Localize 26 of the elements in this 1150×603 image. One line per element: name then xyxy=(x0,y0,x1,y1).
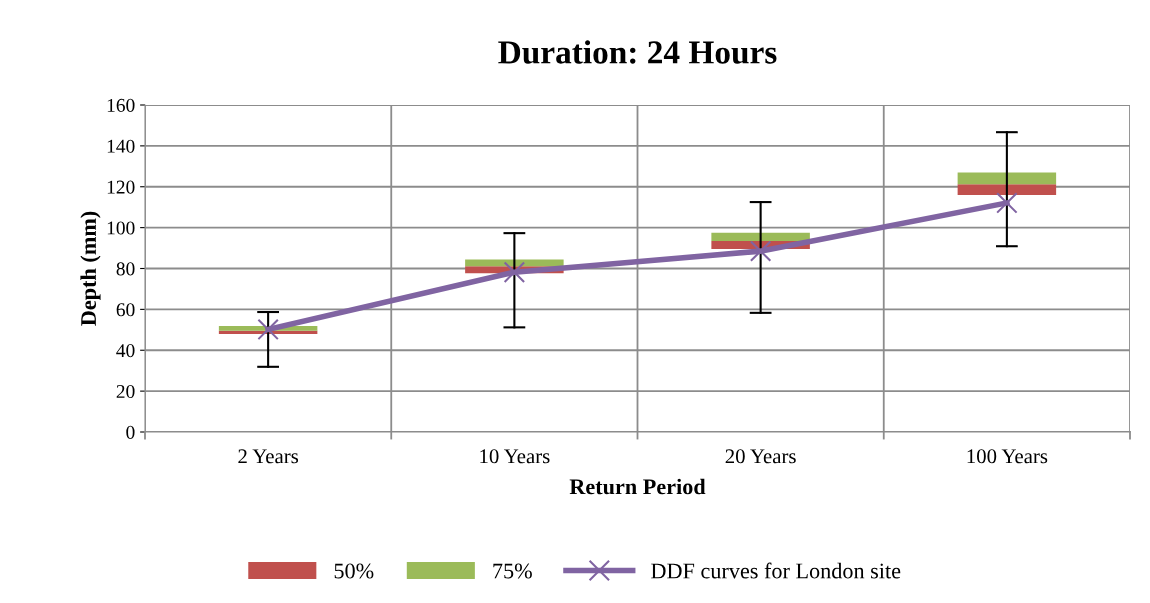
x-axis-title: Return Period xyxy=(569,478,706,495)
x-tick-label: 10 Years xyxy=(480,449,550,464)
point xyxy=(503,261,526,283)
y-axis-title: Depth (mm) xyxy=(80,211,101,326)
legend-label: DDF curves for London site xyxy=(651,562,901,579)
legend-label: 75% xyxy=(493,563,532,579)
point xyxy=(257,318,279,341)
y-tick-label: 60 xyxy=(116,303,135,317)
x-tick-label: 2 Years xyxy=(238,449,299,464)
y-tick-label: 80 xyxy=(116,262,135,276)
y-tick-label: 140 xyxy=(107,139,135,153)
bar xyxy=(957,184,1057,195)
point xyxy=(996,192,1018,214)
y-tick-label: 20 xyxy=(116,384,135,399)
y-tick-label: 120 xyxy=(107,180,135,194)
chart-title: Duration: 24 Hours xyxy=(498,40,777,64)
y-tick-label: 160 xyxy=(107,98,135,112)
x-tick-label: 100 Years xyxy=(967,449,1048,464)
legend-label: 50% xyxy=(334,563,374,579)
y-tick-label: 100 xyxy=(107,221,135,235)
point xyxy=(749,240,772,262)
bar xyxy=(957,172,1057,185)
y-tick-label: 0 xyxy=(126,425,135,439)
x-tick-label: 20 Years xyxy=(725,449,796,464)
y-tick-label: 40 xyxy=(116,344,135,358)
bar xyxy=(711,232,810,242)
